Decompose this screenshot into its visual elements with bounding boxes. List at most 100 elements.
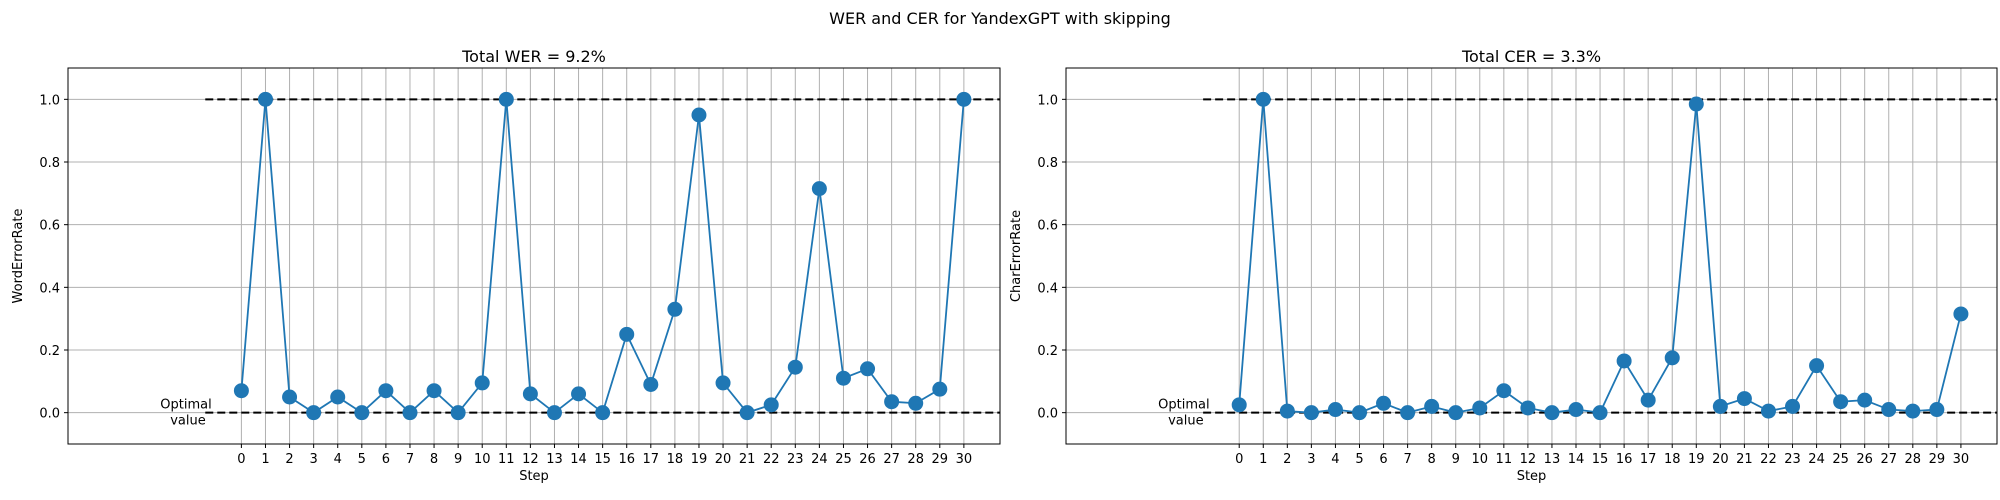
wer-y-tick-label-0: 0.0 — [39, 407, 60, 422]
cer-data-point-11 — [1496, 383, 1512, 399]
cer-x-tick-label-2: 2 — [1283, 452, 1291, 467]
cer-data-point-7 — [1400, 405, 1416, 421]
cer-x-tick-label-3: 3 — [1307, 452, 1315, 467]
wer-data-point-24 — [811, 181, 827, 197]
wer-x-tick-label-1: 1 — [261, 452, 269, 467]
cer-x-tick-label-21: 21 — [1736, 452, 1753, 467]
wer-data-point-1 — [257, 91, 273, 107]
cer-data-point-23 — [1785, 398, 1801, 414]
cer-y-tick-label-4: 0.8 — [1037, 156, 1058, 171]
cer-x-tick-label-12: 12 — [1520, 452, 1537, 467]
wer-y-axis-label: WordErrorRate — [11, 209, 26, 304]
cer-data-point-0 — [1231, 397, 1247, 413]
wer-panel-title: Total WER = 9.2% — [461, 47, 606, 66]
cer-data-point-1 — [1255, 91, 1271, 107]
cer-x-axis-label: Step — [1517, 469, 1547, 484]
wer-data-point-8 — [426, 383, 442, 399]
wer-x-tick-label-23: 23 — [787, 452, 804, 467]
wer-data-point-26 — [860, 361, 876, 377]
cer-data-point-17 — [1640, 392, 1656, 408]
wer-x-tick-label-12: 12 — [522, 452, 539, 467]
wer-data-point-3 — [306, 405, 322, 421]
cer-x-tick-label-6: 6 — [1379, 452, 1387, 467]
cer-data-point-9 — [1448, 405, 1464, 421]
cer-annotation-line-1: value — [1168, 414, 1204, 429]
cer-x-tick-label-30: 30 — [1953, 452, 1970, 467]
cer-data-point-27 — [1881, 402, 1897, 418]
wer-y-tick-label-1: 0.2 — [39, 344, 60, 359]
wer-y-tick-label-2: 0.4 — [39, 281, 60, 296]
wer-data-point-22 — [763, 397, 779, 413]
cer-y-tick-label-0: 0.0 — [1037, 407, 1058, 422]
cer-data-point-24 — [1809, 358, 1825, 374]
wer-x-tick-label-29: 29 — [932, 452, 949, 467]
wer-data-point-18 — [667, 301, 683, 317]
cer-annotation-line-0: Optimal — [1158, 398, 1209, 413]
cer-x-tick-label-19: 19 — [1688, 452, 1705, 467]
cer-x-tick-label-14: 14 — [1568, 452, 1585, 467]
wer-x-tick-label-15: 15 — [594, 452, 611, 467]
wer-data-point-19 — [691, 107, 707, 123]
cer-data-point-28 — [1905, 403, 1921, 419]
cer-axes-frame — [1065, 67, 1998, 445]
cer-x-tick-label-27: 27 — [1880, 452, 1897, 467]
cer-data-point-30 — [1953, 306, 1969, 322]
wer-y-tick-label-4: 0.8 — [39, 156, 60, 171]
cer-data-point-4 — [1327, 402, 1343, 418]
wer-x-tick-label-20: 20 — [715, 452, 732, 467]
cer-data-point-19 — [1688, 96, 1704, 112]
wer-x-tick-label-28: 28 — [907, 452, 924, 467]
wer-y-tick-label-3: 0.6 — [39, 219, 60, 234]
wer-annotation-line-0: Optimal — [160, 398, 211, 413]
cer-data-point-29 — [1929, 402, 1945, 418]
wer-x-tick-label-27: 27 — [883, 452, 900, 467]
wer-x-tick-label-18: 18 — [667, 452, 684, 467]
cer-y-tick-label-5: 1.0 — [1037, 93, 1058, 108]
wer-data-point-29 — [932, 381, 948, 397]
wer-x-tick-label-19: 19 — [691, 452, 708, 467]
wer-data-point-2 — [282, 389, 298, 405]
cer-data-point-2 — [1279, 403, 1295, 419]
wer-data-point-27 — [884, 394, 900, 410]
figure-suptitle: WER and CER for YandexGPT with skipping — [829, 9, 1171, 28]
wer-data-point-25 — [835, 370, 851, 386]
cer-data-point-25 — [1833, 394, 1849, 410]
wer-data-point-16 — [619, 326, 635, 342]
cer-data-point-20 — [1712, 398, 1728, 414]
cer-x-tick-label-23: 23 — [1784, 452, 1801, 467]
wer-data-point-17 — [643, 376, 659, 392]
wer-x-tick-label-8: 8 — [430, 452, 438, 467]
cer-data-point-18 — [1664, 350, 1680, 366]
wer-x-tick-label-25: 25 — [835, 452, 852, 467]
wer-x-tick-label-14: 14 — [570, 452, 587, 467]
wer-data-point-12 — [522, 386, 538, 402]
wer-x-tick-label-7: 7 — [406, 452, 414, 467]
cer-x-tick-label-5: 5 — [1355, 452, 1363, 467]
wer-x-tick-label-16: 16 — [618, 452, 635, 467]
cer-x-tick-label-22: 22 — [1760, 452, 1777, 467]
cer-data-point-6 — [1376, 395, 1392, 411]
wer-panel: 0 1 2 3 4 5 6 7 8 9 10 11 12 13 14 15 16 17 18 19 20 21 22 23 24… — [11, 47, 1001, 484]
wer-x-tick-label-2: 2 — [285, 452, 293, 467]
cer-x-tick-label-18: 18 — [1664, 452, 1681, 467]
cer-data-point-12 — [1520, 400, 1536, 416]
cer-data-point-8 — [1424, 398, 1440, 414]
cer-x-tick-label-25: 25 — [1832, 452, 1849, 467]
wer-x-tick-label-4: 4 — [334, 452, 342, 467]
wer-x-tick-label-17: 17 — [643, 452, 660, 467]
cer-panel: 0 1 2 3 4 5 6 7 8 9 10 11 12 13 14 15 16 17 18 19 20 21 22 23 24… — [1009, 47, 1998, 484]
wer-data-point-14 — [571, 386, 587, 402]
wer-data-point-9 — [450, 405, 466, 421]
wer-data-point-10 — [474, 375, 490, 391]
cer-data-point-3 — [1303, 405, 1319, 421]
wer-x-tick-label-22: 22 — [763, 452, 780, 467]
cer-x-tick-label-24: 24 — [1808, 452, 1825, 467]
cer-x-tick-label-16: 16 — [1616, 452, 1633, 467]
wer-data-point-6 — [378, 383, 394, 399]
cer-x-tick-label-9: 9 — [1452, 452, 1460, 467]
wer-data-point-13 — [546, 405, 562, 421]
cer-y-axis-label: CharErrorRate — [1009, 210, 1024, 302]
wer-data-point-11 — [498, 91, 514, 107]
wer-data-point-28 — [908, 395, 924, 411]
